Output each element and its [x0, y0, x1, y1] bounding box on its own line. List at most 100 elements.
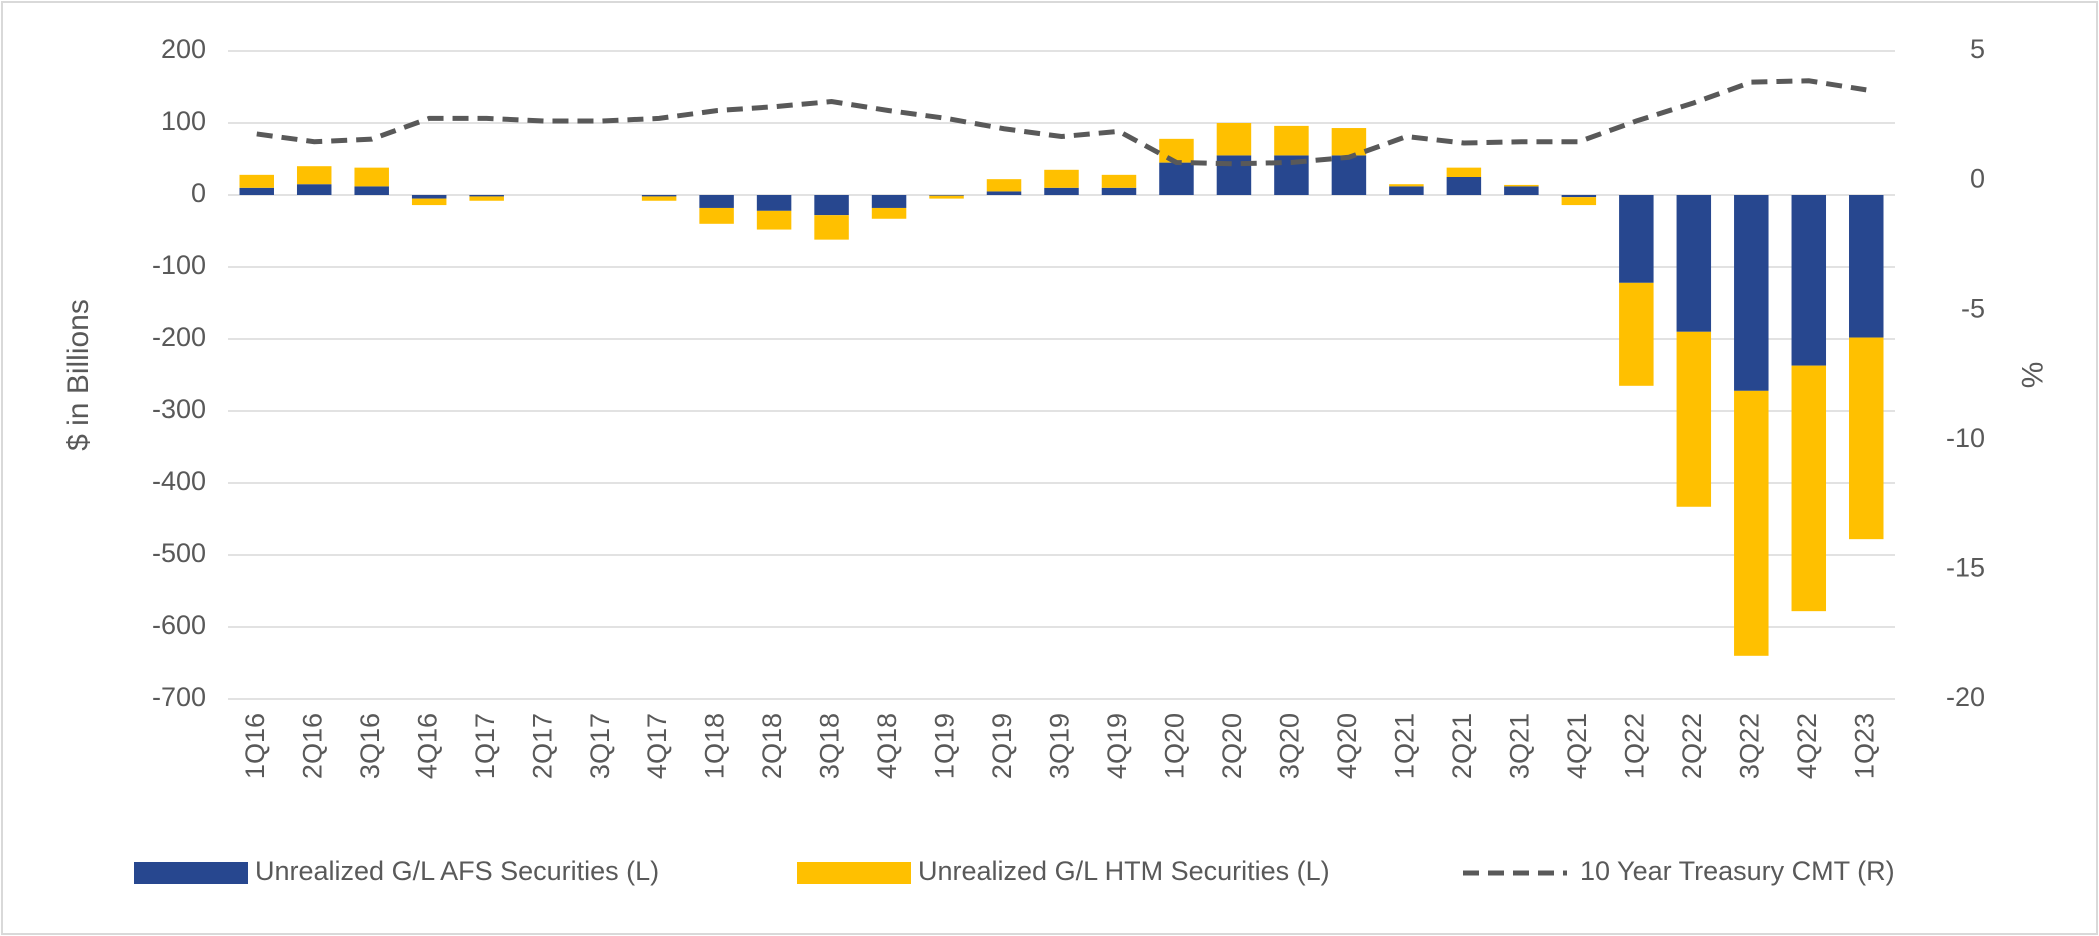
- y-tick-label: -200: [152, 322, 206, 352]
- bar: [1791, 365, 1827, 612]
- x-tick-label: 3Q22: [1734, 713, 1764, 779]
- bar: [296, 166, 332, 185]
- x-tick-label: 4Q19: [1102, 713, 1132, 779]
- y-tick-label: -500: [152, 538, 206, 568]
- line: [256, 78, 1867, 167]
- x-tick-label: 2Q17: [527, 713, 557, 779]
- x-tick-label: 4Q18: [872, 713, 902, 779]
- x-tick-label: 2Q19: [987, 713, 1017, 779]
- x-tick-label: 4Q21: [1562, 713, 1592, 779]
- bar: [1676, 195, 1712, 332]
- x-tick-label: 3Q20: [1275, 713, 1305, 779]
- bar: [1676, 331, 1712, 507]
- y-tick-label: 0: [191, 178, 206, 208]
- y2-tick-label: -5: [1961, 293, 1985, 323]
- bar: [871, 207, 907, 219]
- y-tick-label: -600: [152, 610, 206, 640]
- bar: [1159, 162, 1194, 195]
- bar: [1389, 186, 1424, 195]
- bar: [699, 207, 734, 224]
- legend-label: Unrealized G/L HTM Securities (L): [918, 856, 1330, 886]
- legend-swatch: [134, 862, 248, 884]
- bar: [1734, 390, 1769, 656]
- bar: [411, 198, 447, 206]
- x-tick-label: 3Q19: [1045, 713, 1075, 779]
- bar: [814, 195, 849, 216]
- x-tick-label: 3Q17: [585, 713, 615, 779]
- bar: [1274, 125, 1309, 156]
- x-tick-label: 4Q17: [642, 713, 672, 779]
- x-tick-label: 3Q18: [815, 713, 845, 779]
- x-tick-label: 1Q22: [1619, 713, 1649, 779]
- bar: [986, 191, 1022, 195]
- bar: [1619, 195, 1654, 283]
- y2-tick-label: -10: [1946, 423, 1985, 453]
- bar: [1331, 128, 1367, 156]
- x-tick-label: 1Q23: [1849, 713, 1879, 779]
- y-tick-label: 200: [161, 34, 206, 64]
- bar: [814, 215, 849, 240]
- bar: [239, 174, 274, 188]
- bar: [756, 210, 792, 230]
- y2-tick-label: -20: [1946, 682, 1985, 712]
- bar: [1446, 167, 1482, 177]
- y2-tick-label: 5: [1970, 34, 1985, 64]
- bar: [239, 187, 274, 195]
- x-tick-label: 1Q20: [1160, 713, 1190, 779]
- y-tick-label: -300: [152, 394, 206, 424]
- bar: [354, 167, 389, 187]
- bar: [296, 184, 332, 195]
- x-tick-label: 2Q20: [1217, 713, 1247, 779]
- bar: [1504, 186, 1539, 195]
- bar: [1619, 282, 1654, 386]
- bar: [1101, 174, 1137, 188]
- y2-tick-label: 0: [1970, 164, 1985, 194]
- y-axis-label: $ in Billions: [62, 299, 95, 451]
- y2-axis-label: %: [2015, 362, 2048, 389]
- x-tick-label: 3Q16: [355, 713, 385, 779]
- x-tick-label: 2Q22: [1677, 713, 1707, 779]
- bar: [1849, 337, 1884, 540]
- x-tick-label: 4Q20: [1332, 713, 1362, 779]
- bar: [1849, 195, 1884, 338]
- x-tick-label: 4Q22: [1792, 713, 1822, 779]
- bar: [1561, 195, 1597, 198]
- y-tick-label: 100: [161, 106, 206, 136]
- bar: [699, 195, 734, 208]
- bar: [1331, 155, 1367, 195]
- x-tick-label: 1Q21: [1390, 713, 1420, 779]
- x-tick-label: 1Q17: [470, 713, 500, 779]
- x-tick-label: 3Q21: [1504, 713, 1534, 779]
- bar: [1044, 187, 1079, 195]
- bar: [641, 195, 677, 197]
- bar: [469, 196, 504, 201]
- bar: [1561, 197, 1597, 206]
- bar: [871, 195, 907, 208]
- x-tick-label: 2Q21: [1447, 713, 1477, 779]
- bar: [1044, 169, 1079, 188]
- bar: [756, 195, 792, 211]
- bar: [1446, 177, 1482, 195]
- bar: [1504, 184, 1539, 187]
- bar: [641, 196, 677, 201]
- bar: [1159, 138, 1194, 163]
- bar: [1791, 195, 1827, 366]
- bar: [411, 195, 447, 199]
- bar: [1101, 187, 1137, 195]
- bar: [354, 186, 389, 195]
- bar: [1734, 195, 1769, 391]
- legend-label: 10 Year Treasury CMT (R): [1580, 856, 1895, 886]
- y-tick-label: -100: [152, 250, 206, 280]
- bar: [986, 179, 1022, 192]
- legend-swatch: [797, 862, 911, 884]
- x-tick-label: 1Q16: [240, 713, 270, 779]
- y-tick-label: -400: [152, 466, 206, 496]
- bar: [469, 195, 504, 197]
- x-tick-label: 1Q19: [930, 713, 960, 779]
- x-tick-label: 2Q16: [297, 713, 327, 779]
- legend-label: Unrealized G/L AFS Securities (L): [255, 856, 659, 886]
- bar: [929, 195, 964, 196]
- y-tick-label: -700: [152, 682, 206, 712]
- y2-tick-label: -15: [1946, 553, 1985, 583]
